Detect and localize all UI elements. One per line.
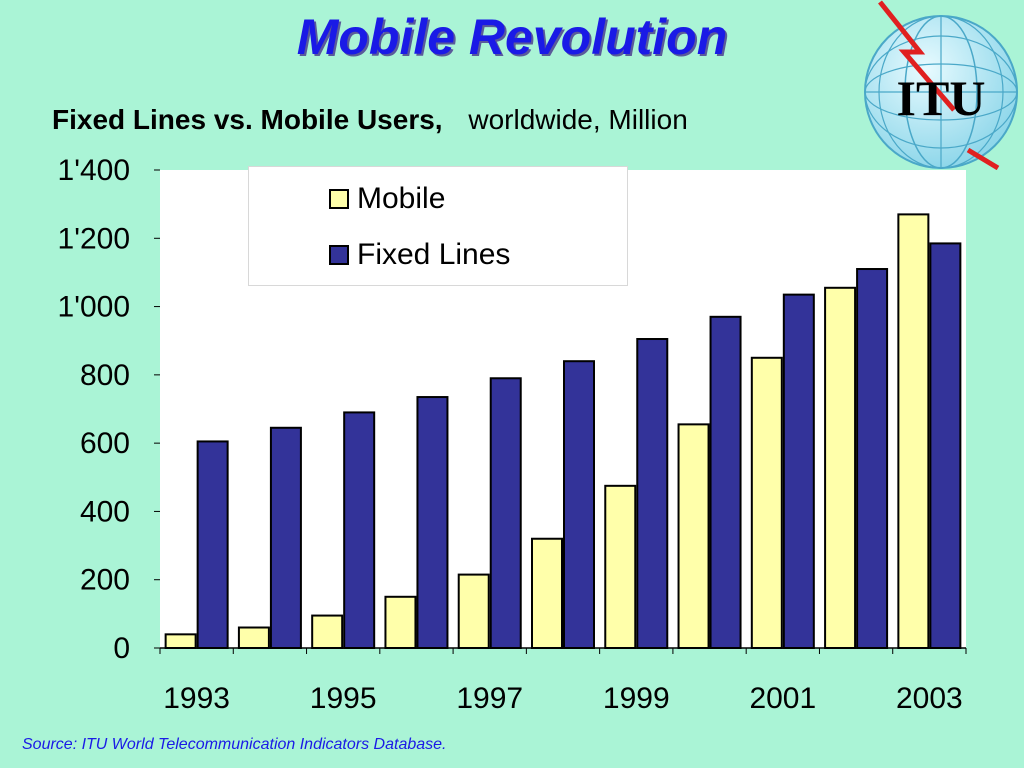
bar-mobile-1994 [237,626,270,649]
y-tick-label: 1'000 [58,291,130,324]
bar-mobile-2000 [677,423,710,649]
y-tick-label: 200 [80,564,130,597]
bar-fixed-2003 [929,242,962,650]
legend-label-fixed: Fixed Lines [357,238,511,271]
bar-mobile-1995 [311,614,344,649]
bar-mobile-1997 [457,573,490,649]
subtitle-normal: worldwide, Million [468,104,688,135]
bar-fixed-2001 [782,293,815,649]
legend-label-mobile: Mobile [357,182,446,215]
bars-group [164,213,962,650]
y-tick-label: 400 [80,495,130,528]
bar-mobile-2002 [824,286,857,649]
bar-fixed-2000 [709,315,742,649]
subtitle-bold: Fixed Lines vs. Mobile Users, [52,104,443,135]
y-tick-label: 1'400 [58,154,130,187]
x-tick-label-2003: 2003 [896,682,963,715]
bar-mobile-2003 [897,213,930,649]
x-tick-label-1999: 1999 [603,682,670,715]
slide-title: Mobile Revolution [296,9,728,65]
chart-subtitle: Fixed Lines vs. Mobile Users, worldwide,… [52,104,688,136]
legend-swatch-fixed [329,245,349,265]
bar-mobile-1999 [604,484,637,650]
legend-item-fixed: Fixed Lines [329,237,510,273]
bar-fixed-1999 [636,338,669,649]
bar-fixed-1997 [489,377,522,649]
bar-fixed-2002 [856,268,889,649]
itu-logo: ITU [864,0,1018,170]
bar-mobile-1996 [384,595,417,649]
y-ticks-group: 0 200 400 600 800 1'000 1'200 1'400 [58,154,160,665]
y-tick-label: 600 [80,427,130,460]
bar-fixed-1995 [343,411,376,649]
source-note: Source: ITU World Telecommunication Indi… [22,736,447,753]
x-tick-label-2001: 2001 [749,682,816,715]
legend-swatch-mobile [329,189,349,209]
bar-fixed-1994 [269,426,302,649]
bar-fixed-1993 [196,440,229,649]
bar-fixed-1998 [563,360,595,649]
y-tick-label: 0 [113,632,130,665]
y-tick-label: 800 [80,359,130,392]
y-tick-label: 1'200 [58,222,130,255]
bar-mobile-1998 [531,537,563,649]
bar-mobile-2001 [750,356,783,649]
x-tick-label-1995: 1995 [310,682,377,715]
legend-item-mobile: Mobile [329,181,445,217]
x-tick-label-1997: 1997 [456,682,523,715]
bar-mobile-1993 [164,633,197,649]
x-ticks-group: 1993 1995 1997 1999 2001 2003 [159,648,967,715]
svg-text:ITU: ITU [897,70,986,126]
chart-legend: Mobile Fixed Lines [248,166,628,286]
x-tick-label-1993: 1993 [163,682,230,715]
bar-fixed-1996 [416,396,449,649]
